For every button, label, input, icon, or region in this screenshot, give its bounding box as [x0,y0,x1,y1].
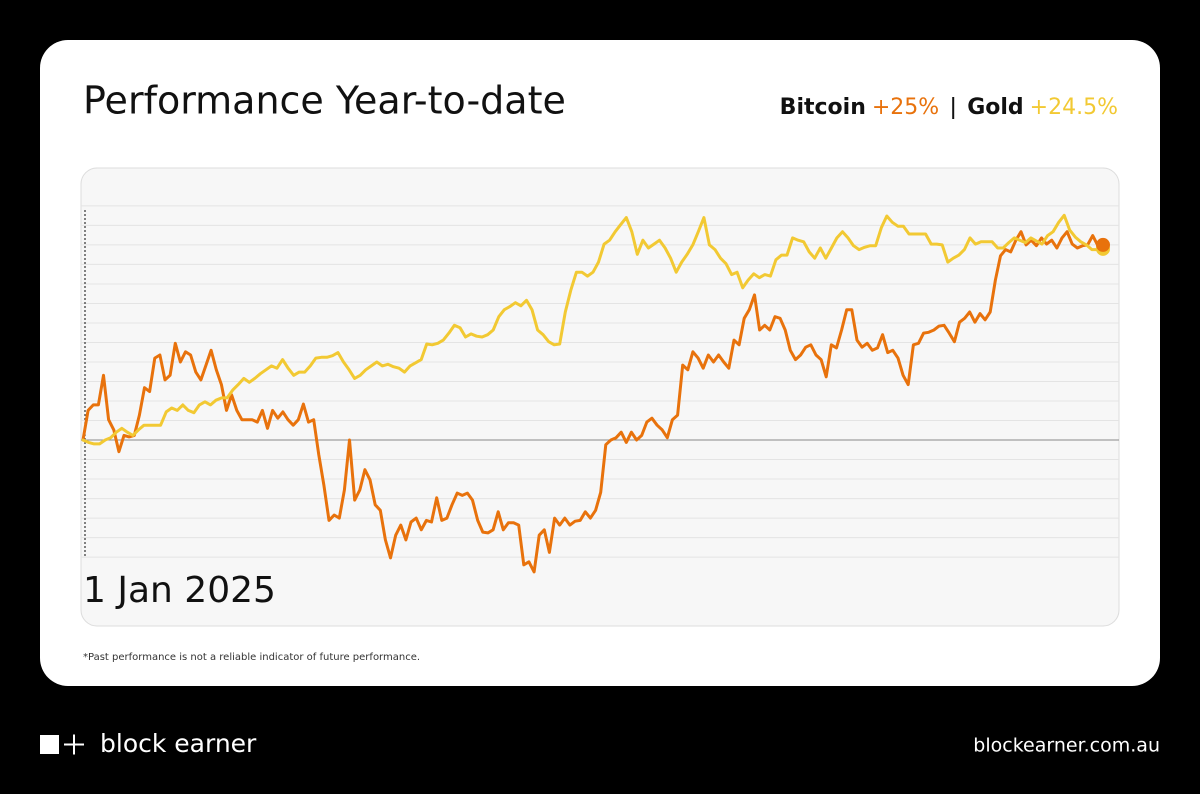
brand-name: block earner [100,729,257,758]
legend-name: Gold [967,95,1023,120]
end-dot [1096,237,1110,252]
start-label: 1 Jan 2025 [83,570,276,611]
legend-change: +25% [872,95,939,120]
series-line [81,213,1105,446]
legend-change: +24.5% [1030,95,1118,120]
lines [81,213,1110,574]
grid [81,205,1119,558]
logo-square [40,735,59,754]
legend-name: Bitcoin [780,95,866,120]
brand-url: blockearner.com.au [973,735,1160,757]
legend: +24.5% Gold +25%Bitcoin [780,95,1118,120]
logo-plus [64,734,84,755]
footnote: *Past performance is not a reliable indi… [83,652,420,663]
chart-title: Performance Year-to-date [83,79,566,123]
series-line [81,230,1105,574]
